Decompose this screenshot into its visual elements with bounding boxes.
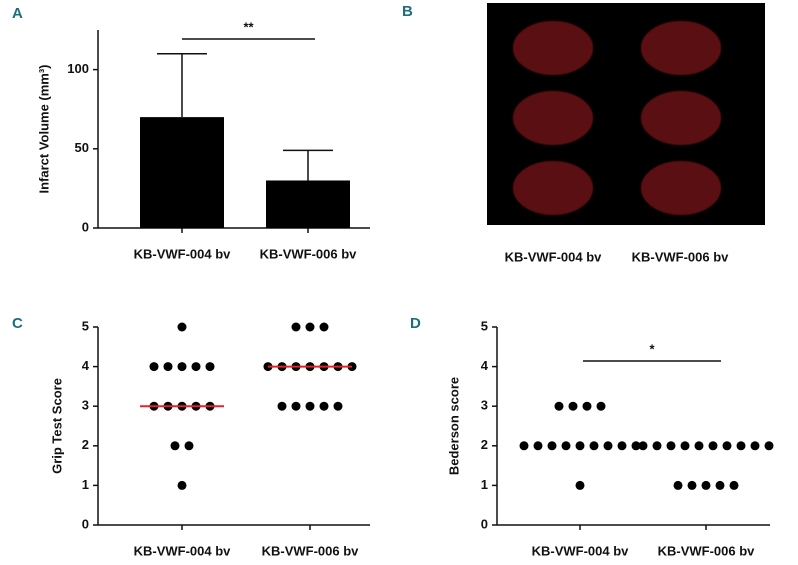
data-point — [680, 441, 690, 451]
y-tick-label: 100 — [67, 61, 89, 76]
data-point — [533, 441, 543, 451]
x-tick-label: KB-VWF-004 bv — [134, 543, 232, 558]
data-point — [205, 362, 215, 372]
x-tick-label: KB-VWF-006 bv — [262, 543, 360, 558]
significance-label: ** — [243, 19, 254, 34]
data-point — [687, 480, 697, 490]
data-point — [617, 441, 627, 451]
data-point — [715, 480, 725, 490]
data-point — [575, 441, 585, 451]
data-point — [575, 480, 585, 490]
data-point — [568, 401, 578, 411]
x-tick-label: KB-VWF-006 bv — [658, 543, 756, 558]
x-tick-label: KB-VWF-004 bv — [505, 249, 603, 264]
data-point — [277, 401, 287, 411]
data-point — [764, 441, 774, 451]
data-point — [170, 441, 180, 451]
data-point — [708, 441, 718, 451]
panel-label: B — [402, 3, 413, 20]
data-point — [589, 441, 599, 451]
x-tick-label: KB-VWF-006 bv — [260, 246, 358, 261]
y-tick-label: 0 — [82, 516, 89, 531]
data-point — [561, 441, 571, 451]
y-tick-label: 4 — [82, 358, 90, 373]
brain-slice — [640, 160, 722, 216]
y-tick-label: 0 — [82, 219, 89, 234]
data-point — [305, 322, 315, 332]
data-point — [177, 322, 187, 332]
data-point — [722, 441, 732, 451]
y-tick-label: 4 — [481, 358, 489, 373]
x-tick-label: KB-VWF-004 bv — [134, 246, 232, 261]
y-axis-label: Infarct Volume (mm³) — [36, 64, 51, 193]
brain-slice — [640, 90, 722, 146]
y-tick-label: 5 — [481, 318, 488, 333]
bar — [140, 117, 224, 228]
y-axis-label: Grip Test Score — [49, 378, 64, 474]
data-point — [582, 401, 592, 411]
data-point — [750, 441, 760, 451]
x-tick-label: KB-VWF-006 bv — [632, 249, 730, 264]
y-tick-label: 3 — [481, 398, 488, 413]
data-point — [184, 441, 194, 451]
y-tick-label: 0 — [481, 516, 488, 531]
significance-label: * — [649, 341, 655, 356]
brain-slice — [512, 20, 594, 76]
y-tick-label: 5 — [82, 318, 89, 333]
panel-label: C — [12, 315, 23, 332]
data-point — [694, 441, 704, 451]
data-point — [305, 401, 315, 411]
data-point — [673, 480, 683, 490]
bar — [266, 180, 350, 228]
brain-slice — [512, 90, 594, 146]
panel-label: D — [410, 315, 421, 332]
y-tick-label: 2 — [82, 437, 89, 452]
brain-slice — [512, 160, 594, 216]
data-point — [547, 441, 557, 451]
data-point — [554, 401, 564, 411]
y-tick-label: 2 — [481, 437, 488, 452]
data-point — [291, 401, 301, 411]
data-point — [191, 362, 201, 372]
data-point — [638, 441, 648, 451]
brain-slice — [640, 20, 722, 76]
data-point — [652, 441, 662, 451]
data-point — [333, 401, 343, 411]
data-point — [736, 441, 746, 451]
data-point — [319, 401, 329, 411]
y-tick-label: 50 — [75, 140, 89, 155]
data-point — [666, 441, 676, 451]
data-point — [603, 441, 613, 451]
data-point — [701, 480, 711, 490]
y-tick-label: 1 — [481, 477, 488, 492]
panel-label: A — [12, 5, 23, 22]
data-point — [319, 322, 329, 332]
data-point — [177, 362, 187, 372]
data-point — [177, 480, 187, 490]
data-point — [596, 401, 606, 411]
y-tick-label: 3 — [82, 398, 89, 413]
x-tick-label: KB-VWF-004 bv — [532, 543, 630, 558]
data-point — [149, 362, 159, 372]
data-point — [519, 441, 529, 451]
data-point — [729, 480, 739, 490]
y-tick-label: 1 — [82, 477, 89, 492]
data-point — [291, 322, 301, 332]
data-point — [631, 441, 641, 451]
data-point — [163, 362, 173, 372]
y-axis-label: Bederson score — [446, 377, 461, 475]
